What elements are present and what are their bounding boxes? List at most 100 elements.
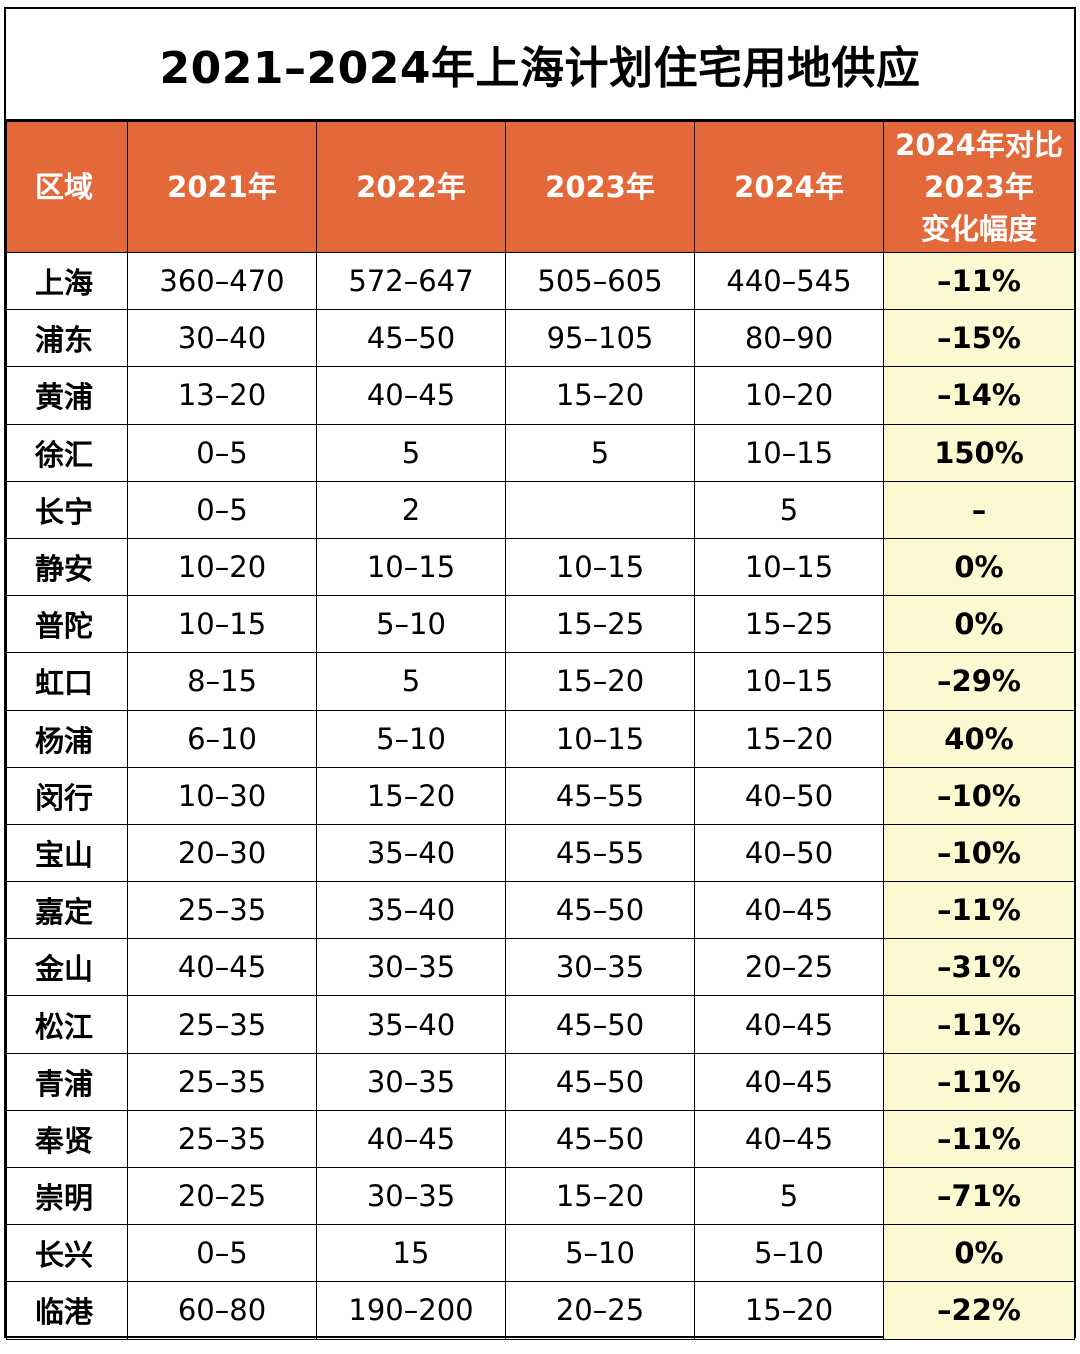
region-cell: 青浦 <box>6 1052 128 1111</box>
region-cell: 黄浦 <box>6 366 128 425</box>
value-cell: 5 <box>694 1166 884 1226</box>
table-row: 长宁 0–5 2 5– <box>6 480 1075 539</box>
value-cell: 45–50 <box>505 995 695 1054</box>
value-cell: 60–80 <box>127 1281 317 1340</box>
value-cell: 2 <box>316 480 506 539</box>
table-body: 上海 360–470 572–647 505–605 440–545 –11% 浦东 30–4… <box>6 251 1075 1340</box>
region-cell: 静安 <box>6 537 128 597</box>
column-header: 2024年 <box>694 121 884 253</box>
value-cell: 10–30 <box>127 766 317 825</box>
value-cell: 25–35 <box>127 995 317 1054</box>
change-cell: – <box>883 480 1075 539</box>
value-cell: 30–40 <box>127 309 317 368</box>
value-cell: 5–10 <box>316 595 506 654</box>
value-cell: 5 <box>316 423 506 482</box>
value-cell: 20–30 <box>127 823 317 883</box>
value-cell: 45–50 <box>505 881 695 940</box>
value-cell: 5–10 <box>505 1224 695 1283</box>
table-row: 虹口 8–15 5 15–20 10–15 –29% <box>6 652 1075 711</box>
value-cell: 190–200 <box>316 1281 506 1340</box>
value-cell: 40–45 <box>694 1052 884 1111</box>
change-cell: –11% <box>883 881 1075 940</box>
value-cell: 15–25 <box>505 595 695 654</box>
table-row: 松江 25–35 35–40 45–50 40–45 –11% <box>6 995 1075 1054</box>
value-cell: 5–10 <box>694 1224 884 1283</box>
value-cell: 20–25 <box>505 1281 695 1340</box>
value-cell: 45–50 <box>505 1052 695 1111</box>
value-cell: 5–10 <box>316 709 506 768</box>
change-cell: –10% <box>883 766 1075 825</box>
value-cell: 5 <box>505 423 695 482</box>
value-cell: 15–25 <box>694 595 884 654</box>
region-cell: 虹口 <box>6 652 128 711</box>
change-cell: –11% <box>883 1109 1075 1169</box>
column-header: 2022年 <box>316 121 506 253</box>
column-header: 2023年 <box>505 121 695 253</box>
value-cell: 572–647 <box>316 251 506 311</box>
value-cell: 10–15 <box>505 709 695 768</box>
value-cell: 8–15 <box>127 652 317 711</box>
region-cell: 嘉定 <box>6 881 128 940</box>
value-cell: 95–105 <box>505 309 695 368</box>
value-cell: 35–40 <box>316 823 506 883</box>
value-cell: 45–50 <box>505 1109 695 1169</box>
value-cell: 40–45 <box>316 366 506 425</box>
region-cell: 徐汇 <box>6 423 128 482</box>
change-cell: –10% <box>883 823 1075 883</box>
value-cell: 40–45 <box>316 1109 506 1169</box>
value-cell: 80–90 <box>694 309 884 368</box>
table-row: 闵行 10–30 15–20 45–55 40–50 –10% <box>6 766 1075 825</box>
value-cell: 10–20 <box>694 366 884 425</box>
value-cell: 15–20 <box>505 366 695 425</box>
value-cell: 6–10 <box>127 709 317 768</box>
table-row: 奉贤 25–35 40–45 45–50 40–45 –11% <box>6 1109 1075 1169</box>
value-cell: 0–5 <box>127 480 317 539</box>
change-cell: 40% <box>883 709 1075 768</box>
change-cell: 150% <box>883 423 1075 482</box>
value-cell: 10–20 <box>127 537 317 597</box>
value-cell: 0–5 <box>127 1224 317 1283</box>
change-cell: –15% <box>883 309 1075 368</box>
value-cell: 45–55 <box>505 766 695 825</box>
change-cell: –11% <box>883 251 1075 311</box>
column-header: 2024年对比 2023年 变化幅度 <box>883 121 1075 253</box>
value-cell: 40–50 <box>694 823 884 883</box>
region-cell: 上海 <box>6 251 128 311</box>
value-cell: 40–45 <box>694 1109 884 1169</box>
value-cell: 15–20 <box>694 1281 884 1340</box>
value-cell: 13–20 <box>127 366 317 425</box>
table-row: 静安 10–20 10–15 10–15 10–15 0% <box>6 537 1075 597</box>
change-cell: –29% <box>883 652 1075 711</box>
value-cell: 30–35 <box>316 938 506 997</box>
change-cell: 0% <box>883 595 1075 654</box>
region-cell: 闵行 <box>6 766 128 825</box>
table-row: 普陀 10–15 5–10 15–25 15–25 0% <box>6 595 1075 654</box>
value-cell: 40–45 <box>694 995 884 1054</box>
region-cell: 普陀 <box>6 595 128 654</box>
change-cell: 0% <box>883 1224 1075 1283</box>
value-cell: 35–40 <box>316 995 506 1054</box>
value-cell: 5 <box>694 480 884 539</box>
table-row: 徐汇 0–5 5 5 10–15 150% <box>6 423 1075 482</box>
value-cell: 15–20 <box>316 766 506 825</box>
value-cell: 360–470 <box>127 251 317 311</box>
table-header-row: 区域 2021年 2022年 2023年 2024年 2024年对比 2023年… <box>6 121 1075 253</box>
region-cell: 临港 <box>6 1281 128 1340</box>
value-cell: 5 <box>316 652 506 711</box>
region-cell: 崇明 <box>6 1166 128 1226</box>
value-cell: 40–50 <box>694 766 884 825</box>
value-cell: 15–20 <box>505 1166 695 1226</box>
column-header: 区域 <box>6 121 128 253</box>
value-cell: 40–45 <box>694 881 884 940</box>
change-cell: –11% <box>883 995 1075 1054</box>
value-cell: 25–35 <box>127 1052 317 1111</box>
value-cell: 10–15 <box>694 652 884 711</box>
value-cell: 15–20 <box>505 652 695 711</box>
value-cell: 45–50 <box>316 309 506 368</box>
table-row: 嘉定 25–35 35–40 45–50 40–45 –11% <box>6 881 1075 940</box>
value-cell: 10–15 <box>694 537 884 597</box>
table-frame: 2021–2024年上海计划住宅用地供应 区域 2021年 2022年 2023… <box>4 7 1076 1340</box>
value-cell: 15 <box>316 1224 506 1283</box>
column-header: 2021年 <box>127 121 317 253</box>
change-cell: –71% <box>883 1166 1075 1226</box>
